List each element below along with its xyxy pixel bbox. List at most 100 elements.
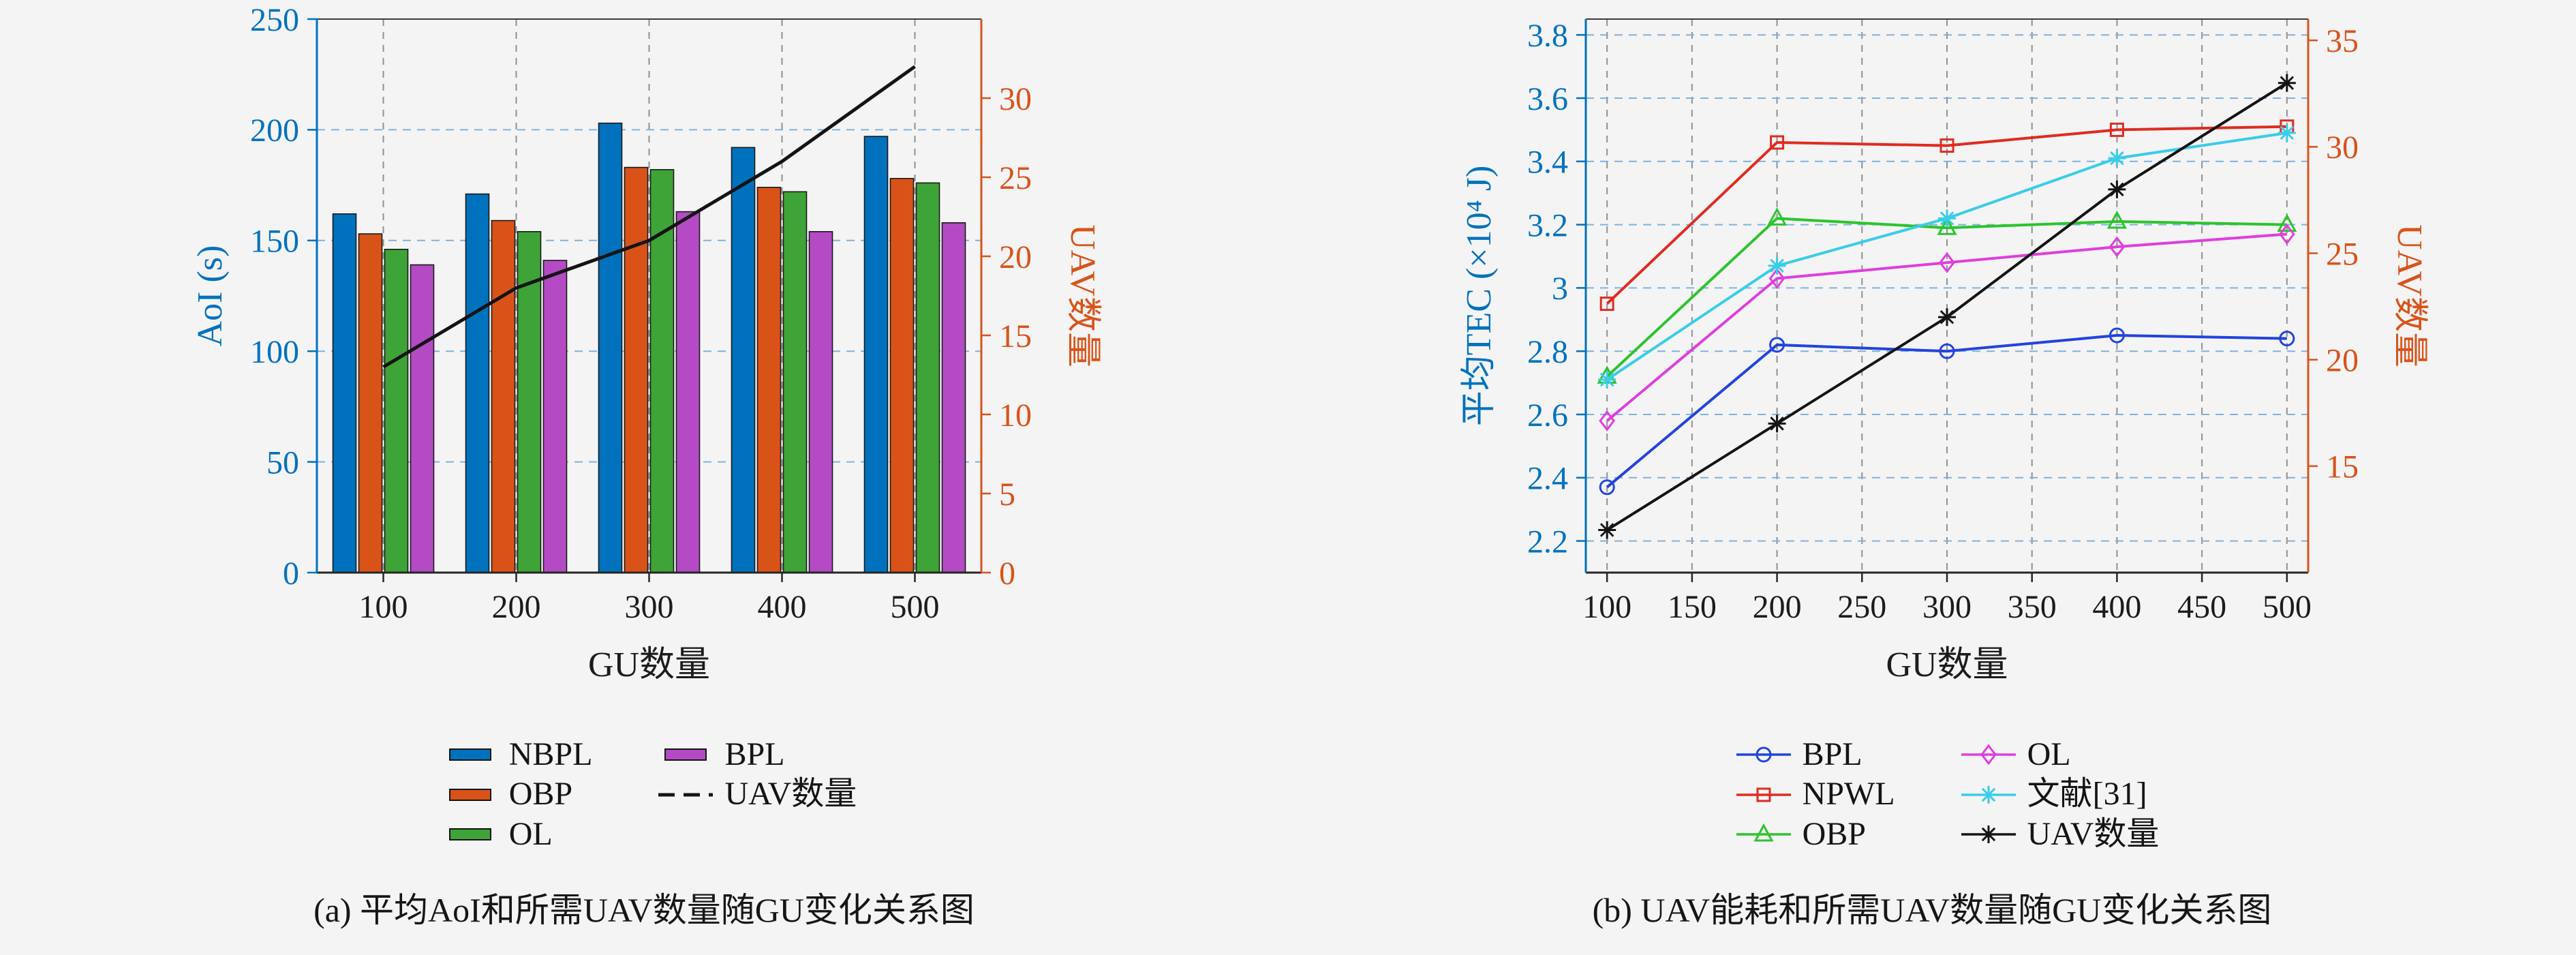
svg-text:25: 25 [999, 160, 1032, 196]
legend-item-UAV数量: UAV数量 [1960, 815, 2160, 852]
svg-text:500: 500 [2263, 589, 2312, 625]
legend-label: UAV数量 [724, 776, 857, 813]
svg-text:100: 100 [250, 334, 299, 370]
chart-b-caption: (b) UAV能耗和所需UAV数量随GU变化关系图 [1592, 891, 2272, 929]
svg-text:UAV数量: UAV数量 [2390, 224, 2429, 367]
legend-label: OL [2027, 736, 2071, 772]
legend-swatch-NPWL [1736, 787, 1791, 802]
svg-text:250: 250 [1837, 589, 1886, 625]
svg-text:50: 50 [266, 444, 299, 481]
svg-text:3.2: 3.2 [1527, 207, 1568, 243]
svg-text:450: 450 [2177, 589, 2226, 625]
legend-swatch-OL [1961, 744, 2016, 765]
svg-text:250: 250 [250, 2, 299, 38]
markers-BPL [1599, 327, 2295, 496]
legend-label: NPWL [1802, 776, 1895, 813]
gridlines [1586, 19, 2308, 573]
svg-text:500: 500 [891, 589, 940, 625]
legend-item-NBPL: NBPL [442, 736, 593, 772]
svg-text:2.8: 2.8 [1527, 334, 1568, 370]
svg-text:0: 0 [999, 556, 1015, 592]
svg-text:GU数量: GU数量 [1886, 646, 2008, 684]
legend-swatch-BPL [1736, 746, 1791, 763]
svg-text:400: 400 [2092, 589, 2141, 625]
svg-text:400: 400 [758, 589, 807, 625]
svg-text:AoI (s): AoI (s) [191, 245, 230, 347]
panel-chart-b: 2.2 2.4 2.6 2.8 3 3.2 3.4 3.6 3.8 15 20 25 30 35 GU数量 平… [1288, 0, 2576, 955]
svg-text:30: 30 [999, 81, 1032, 117]
svg-text:GU数量: GU数量 [588, 646, 710, 684]
legend-label: OBP [1802, 815, 1866, 852]
bars-BPL [410, 211, 966, 573]
line-BPL [1606, 334, 2287, 489]
markers-UAV数量 [1598, 74, 2296, 539]
legend-label: BPL [724, 736, 785, 772]
svg-text:200: 200 [250, 112, 299, 149]
legend-item-OBP: OBP [442, 776, 593, 813]
legend-item-OL: OL [1960, 736, 2160, 772]
svg-text:200: 200 [1753, 589, 1802, 625]
line-OBP [1606, 217, 2287, 378]
bars-OBP [358, 166, 915, 573]
legend-label: 文献[31] [2027, 776, 2147, 813]
x-ticks: 100 200 300 400 500 [359, 573, 940, 625]
legend-label: NBPL [508, 736, 593, 772]
svg-text:35: 35 [2326, 23, 2359, 59]
legend-label: OL [508, 815, 553, 852]
svg-text:25: 25 [2326, 236, 2359, 272]
chart-a-legend: NBPL OBP OL BPL UAV数量 [317, 736, 981, 851]
svg-text:3.8: 3.8 [1527, 18, 1568, 54]
chart-b-plot: 2.2 2.4 2.6 2.8 3 3.2 3.4 3.6 3.8 15 20 25 30 35 GU数量 平… [1460, 18, 2429, 684]
svg-text:3: 3 [1552, 271, 1568, 307]
x-ticks: 100 150 200 250 300 350 400 450 500 [1582, 573, 2312, 625]
svg-text:200: 200 [492, 589, 541, 625]
svg-text:150: 150 [250, 224, 299, 260]
svg-text:20: 20 [999, 239, 1032, 275]
legend-column: OL 文献[31] UAV数量 [1960, 736, 2160, 852]
svg-text:2.6: 2.6 [1527, 397, 1568, 434]
line-NPWL [1606, 125, 2287, 305]
legend-item-UAV数量: UAV数量 [657, 776, 857, 813]
legend-swatch-OBP [448, 788, 491, 801]
chart-b-legend: BPL NPWL OBP OL 文献[31] UAV数量 [1586, 736, 2308, 852]
legend-item-BPL: BPL [1735, 736, 1895, 772]
bars-OL [384, 169, 940, 573]
panel-chart-a: 0 50 100 150 200 250 0 5 10 15 20 25 30 GU数量 AoI (s) UA… [191, 2, 1102, 929]
svg-text:100: 100 [359, 589, 408, 625]
svg-text:300: 300 [1922, 589, 1972, 625]
legend-swatch-OL [448, 828, 491, 840]
chart-a-caption: (a) 平均AoI和所需UAV数量随GU变化关系图 [313, 891, 975, 929]
legend-column: NBPL OBP OL [442, 736, 593, 851]
legend-label: OBP [508, 776, 573, 813]
legend-item-文献[31]: 文献[31] [1960, 776, 2160, 813]
svg-text:300: 300 [625, 589, 674, 625]
svg-text:10: 10 [999, 397, 1032, 434]
svg-text:5: 5 [999, 476, 1015, 513]
svg-text:15: 15 [2326, 449, 2359, 485]
markers-文献[31] [1598, 124, 2296, 389]
svg-text:2.2: 2.2 [1527, 524, 1568, 560]
svg-text:20: 20 [2326, 342, 2359, 378]
svg-text:100: 100 [1582, 589, 1631, 625]
legend-swatch-BPL [664, 748, 707, 761]
line-uav-count [382, 65, 916, 369]
bars-NBPL [332, 122, 889, 573]
svg-text:2.4: 2.4 [1527, 461, 1568, 497]
legend-swatch-UAV数量 [1961, 825, 2016, 843]
legend-item-OL: OL [442, 817, 593, 851]
legend-swatch-NBPL [448, 748, 491, 761]
legend-column: BPL UAV数量 [657, 736, 857, 813]
svg-text:15: 15 [999, 318, 1032, 354]
legend-label: UAV数量 [2027, 815, 2160, 852]
legend-label: BPL [1802, 736, 1862, 772]
svg-text:3.6: 3.6 [1527, 81, 1568, 117]
svg-text:UAV数量: UAV数量 [1063, 224, 1102, 367]
svg-text:30: 30 [2326, 130, 2359, 166]
svg-text:平均TEC (×10⁴ J): 平均TEC (×10⁴ J) [1460, 166, 1499, 427]
svg-text:150: 150 [1668, 589, 1717, 625]
legend-item-OBP: OBP [1735, 817, 1895, 851]
legend-item-NPWL: NPWL [1735, 776, 1895, 813]
line-OL [1606, 232, 2287, 422]
axes-frame: 0 50 100 150 200 250 0 5 10 15 20 25 30 GU数量 AoI (s) UA… [191, 2, 1102, 684]
